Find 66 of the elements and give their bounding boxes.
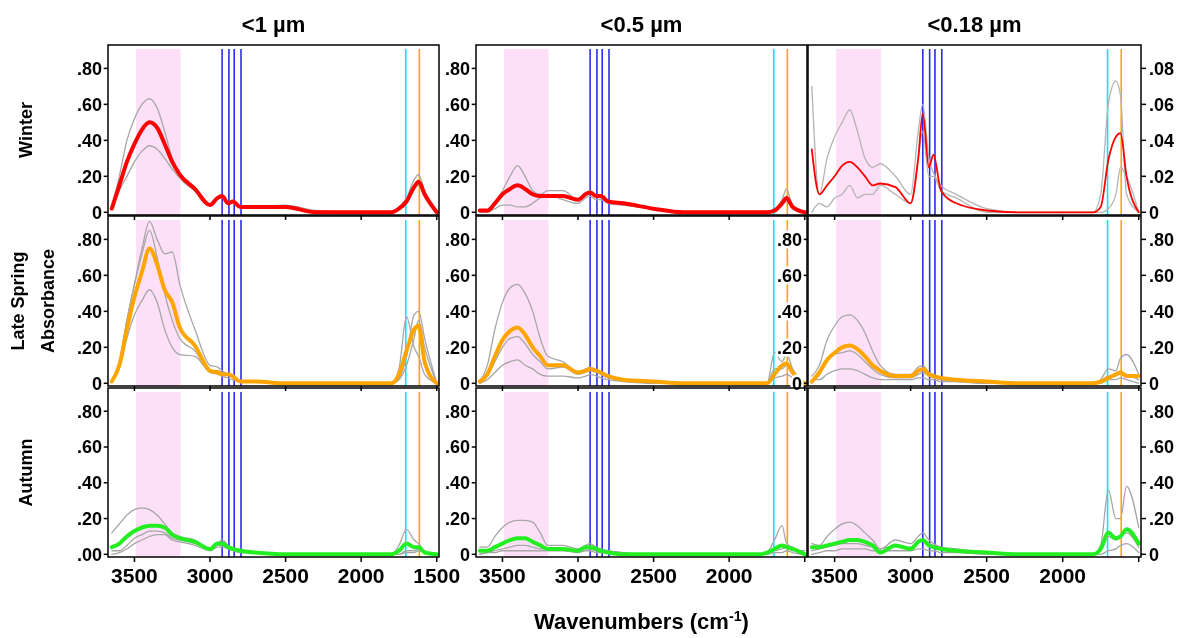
x-tick-label: 2000	[705, 564, 753, 587]
y-tick-label: .20	[76, 509, 102, 530]
y-tick-label: .20	[76, 166, 102, 187]
y-tick-label: .40	[76, 301, 102, 322]
x-tick-label: 3000	[887, 564, 934, 587]
y-axis-title: Winter	[16, 102, 36, 158]
y-tick-label: .20	[76, 337, 102, 358]
y-tick-label: .40	[444, 301, 470, 322]
y-tick-label: .20	[444, 166, 470, 187]
y-tick-label: .60	[444, 94, 470, 115]
x-tick-label: 3500	[479, 564, 526, 587]
y-tick-label: 0	[91, 373, 102, 394]
y-tick-label: 0	[459, 544, 470, 565]
y-tick-label: .40	[444, 473, 470, 494]
y-tick-label: .40	[444, 130, 470, 151]
y2-tick-label: .80	[1149, 229, 1175, 250]
y2-tick-label: 0	[1149, 544, 1160, 565]
x-tick-label: 2500	[630, 564, 677, 587]
y-tick-label: .80	[444, 58, 470, 79]
x-tick-label: 3000	[554, 564, 602, 587]
y2-tick-label: 0	[1149, 373, 1160, 394]
y-tick-label: .80	[76, 401, 102, 422]
y-tick-label: .40	[76, 473, 102, 494]
x-axis-title: Wavenumbers (cm$^{-1}$)	[534, 608, 749, 634]
x-tick-label: 2500	[262, 564, 309, 587]
x-tick-label: 2000	[337, 564, 385, 587]
x-tick-label: 2000	[1039, 564, 1087, 587]
y-tick-label: .60	[444, 437, 470, 458]
y-tick-label: .60	[76, 265, 102, 286]
y-axis-title: Late Spring Absorbance	[8, 248, 58, 354]
y-tick-label: .80	[444, 401, 470, 422]
y-axis-title: Autumn	[16, 438, 36, 507]
y-tick-label: .80	[444, 229, 470, 250]
y-tick-label: 0	[459, 373, 470, 394]
x-tick-label: 1500	[413, 564, 461, 587]
y-tick-label: .40	[76, 130, 102, 151]
y2-tick-label: .08	[1149, 58, 1175, 79]
y2-tick-label: .60	[1149, 265, 1175, 286]
x-tick-label: 3000	[186, 564, 234, 587]
y2-tick-label: .02	[1149, 166, 1175, 187]
y2-tick-label: 0	[1149, 202, 1160, 223]
y-tick-label: .20	[444, 509, 470, 530]
y-tick-label: .20	[444, 337, 470, 358]
chart-title: <0.18 µm	[927, 12, 1022, 37]
y-tick-label: .00	[76, 544, 102, 565]
y-tick-label: 0	[459, 202, 470, 223]
y2-tick-label: .40	[1149, 473, 1175, 494]
y-tick-label: 0	[91, 202, 102, 223]
y-tick-label: .60	[76, 437, 102, 458]
y2-tick-label: .20	[1149, 509, 1175, 530]
y-tick-label: .60	[76, 94, 102, 115]
chart-title: <1 µm	[241, 12, 306, 37]
x-tick-label: 3500	[111, 564, 158, 587]
y2-tick-label: .06	[1149, 94, 1175, 115]
y-tick-label: 0	[791, 373, 802, 394]
x-tick-label: 3500	[811, 564, 858, 587]
y2-tick-label: .80	[1149, 401, 1175, 422]
y2-tick-label: .40	[1149, 301, 1175, 322]
y-tick-label: .60	[444, 265, 470, 286]
x-tick-label: 2500	[963, 564, 1011, 587]
y2-tick-label: .04	[1149, 130, 1175, 151]
y-tick-label: .80	[76, 58, 102, 79]
y2-tick-label: .60	[1149, 437, 1175, 458]
y-tick-label: .80	[76, 229, 102, 250]
y2-tick-label: .20	[1149, 337, 1175, 358]
chart-title: <0.5 µm	[600, 12, 683, 37]
